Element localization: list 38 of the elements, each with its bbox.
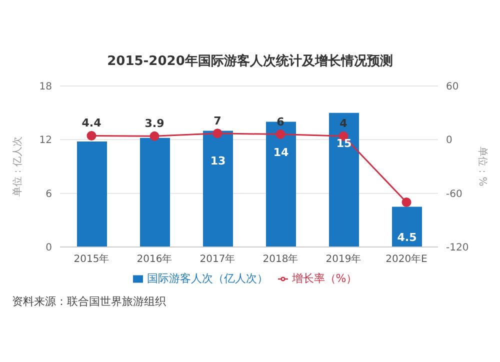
y-axis-title: 单位：亿人次 [12, 136, 24, 196]
y2-tick-label: -120 [446, 242, 469, 254]
x-tick-label: 2015年 [74, 253, 110, 266]
data-label: 14 [273, 146, 289, 159]
chart-title: 2015-2020年国际游客人次统计及增长情况预测 [106, 52, 394, 71]
point [402, 198, 412, 208]
data-label: 15 [336, 136, 352, 150]
point [212, 128, 222, 138]
bar [329, 112, 359, 247]
y2-axis-title: 单位：% [476, 146, 488, 186]
y-tick-label: 12 [39, 135, 52, 146]
x-tick-label: 2020年E [386, 253, 428, 266]
y-tick-label: 6 [46, 188, 52, 200]
y-tick-label: 18 [39, 82, 52, 93]
data-label: 13 [210, 154, 226, 168]
bar [392, 206, 422, 247]
bar [140, 138, 170, 247]
data-label: 7 [214, 114, 222, 128]
data-label: 4.5 [397, 230, 417, 244]
x-tick-label: 2019年 [326, 253, 362, 266]
data-label: 3.9 [144, 117, 164, 130]
x-tick-label: 2017年 [200, 253, 236, 266]
bar [77, 141, 107, 247]
bar [203, 130, 233, 247]
point [150, 131, 160, 141]
legend-label: 国际游客人次（亿人次） [146, 272, 268, 285]
y2-tick-label: 60 [446, 82, 459, 93]
x-tick-label: 2018年 [262, 253, 298, 266]
data-label: 4.4 [82, 116, 102, 130]
x-tick-label: 2016年 [136, 253, 172, 266]
text: 资料来源：联合国世界旅游组织 [11, 294, 167, 309]
y-tick-label: 0 [46, 242, 52, 254]
point [86, 130, 96, 140]
y2-tick-label: 0 [446, 135, 452, 146]
point [276, 130, 286, 140]
y2-tick-label: -60 [446, 188, 462, 200]
data-label: 4 [340, 117, 348, 130]
legend-label: 增长率（%） [292, 272, 358, 285]
